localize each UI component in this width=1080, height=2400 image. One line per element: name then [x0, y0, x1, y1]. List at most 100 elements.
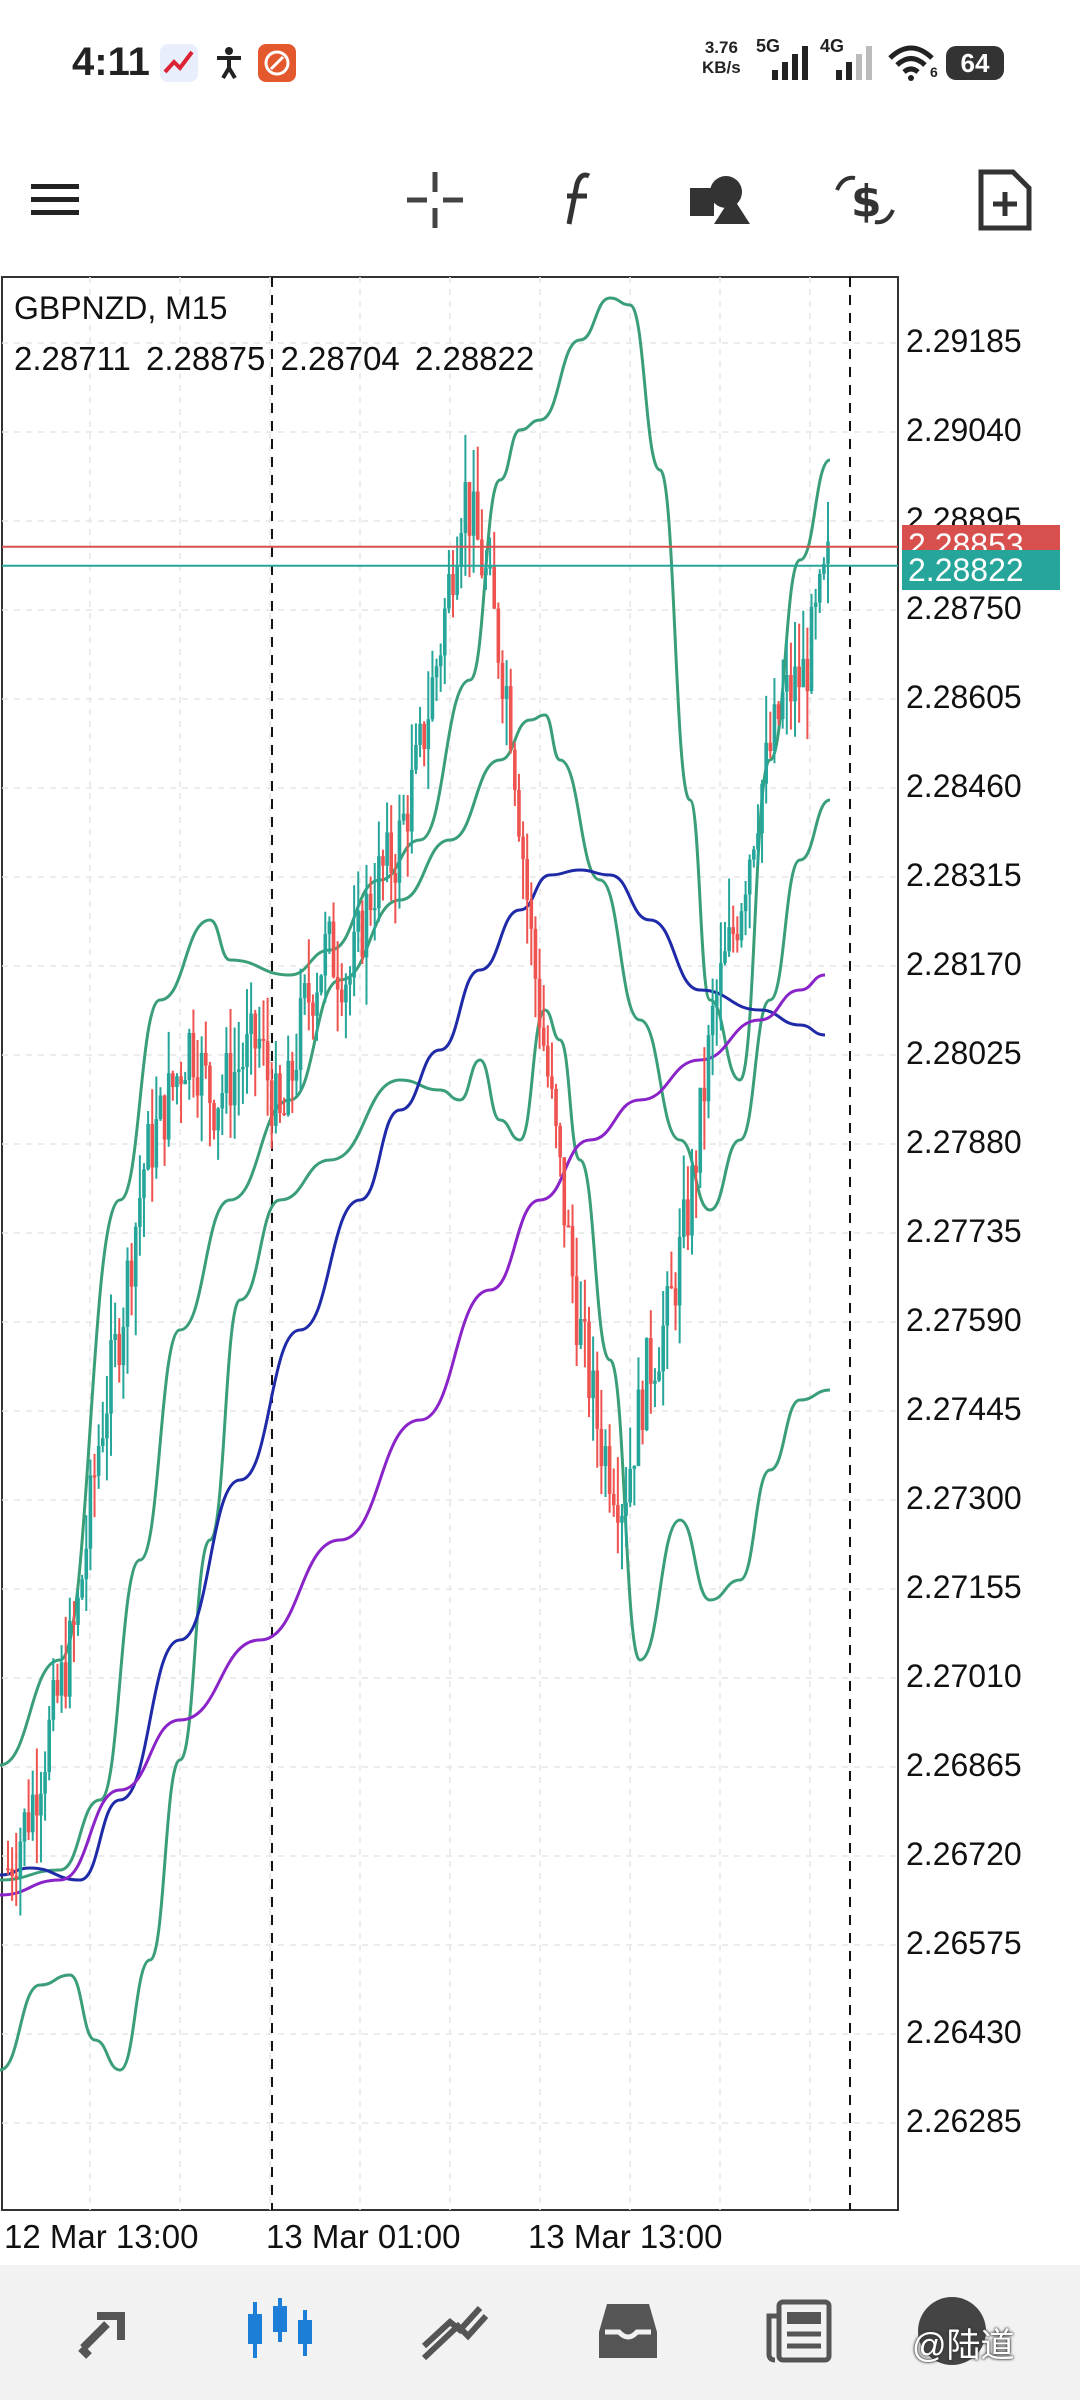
- dollar-exchange-icon[interactable]: $: [830, 170, 900, 230]
- news-icon[interactable]: [760, 2295, 840, 2367]
- candle-body: [739, 911, 744, 941]
- candle-body: [278, 1073, 282, 1114]
- price-axis-label: 2.26430: [906, 2014, 1022, 2050]
- candle-body: [644, 1338, 649, 1431]
- wifi-sub: 6: [930, 64, 938, 80]
- candle-body: [422, 723, 426, 750]
- candle-body: [570, 1226, 575, 1277]
- candle-body: [344, 984, 348, 1003]
- trade-icon[interactable]: [416, 2295, 496, 2367]
- candle-body: [587, 1321, 591, 1399]
- crosshair-icon[interactable]: [400, 170, 470, 230]
- candle-body: [146, 1123, 150, 1170]
- stock-app-icon: [160, 44, 198, 82]
- network-speed: 3.76 KB/s: [702, 38, 741, 78]
- candle-body: [6, 1868, 10, 1871]
- accessibility-icon: [210, 44, 248, 82]
- candle-body: [84, 1548, 89, 1580]
- candle-body: [286, 1060, 291, 1115]
- quotes-icon[interactable]: [70, 2295, 150, 2367]
- candle-body: [434, 666, 439, 678]
- candle-body: [426, 719, 431, 750]
- candle-body: [797, 666, 801, 688]
- price-axis-label: 2.28605: [906, 679, 1022, 715]
- candle-body: [500, 662, 505, 699]
- candle-body: [661, 1325, 665, 1372]
- candle-body: [595, 1370, 600, 1429]
- candle-body: [513, 749, 517, 790]
- ohlc-low: 2.28704: [280, 340, 400, 377]
- signal-icon: [836, 46, 872, 80]
- candle-body: [817, 573, 822, 603]
- price-axis-label: 2.26575: [906, 1925, 1022, 1961]
- candle-body: [467, 482, 472, 536]
- candle-body: [714, 993, 719, 1006]
- candle-body: [488, 566, 492, 569]
- net-speed-unit: KB/s: [702, 58, 741, 77]
- candle-body: [183, 1079, 187, 1085]
- price-axis-label: 2.29185: [906, 323, 1022, 359]
- candle-body: [339, 989, 344, 1003]
- candle-body: [525, 859, 529, 900]
- ohlc-values: 2.28711 2.28875 2.28704 2.28822: [14, 340, 540, 378]
- candle-body: [302, 983, 307, 999]
- candle-body: [690, 1165, 694, 1236]
- candle-body: [603, 1446, 608, 1467]
- candle-body: [545, 1045, 550, 1077]
- candle-body: [269, 1080, 274, 1126]
- candle-body: [463, 482, 468, 533]
- candle-body: [331, 921, 336, 977]
- function-icon[interactable]: [545, 170, 615, 230]
- candle-body: [624, 1502, 628, 1516]
- candle-body: [203, 1052, 208, 1066]
- candle-body: [162, 1095, 167, 1140]
- candle-body: [216, 1108, 220, 1131]
- candle-body: [784, 674, 789, 692]
- shapes-icon[interactable]: [685, 170, 755, 230]
- candle-body: [480, 539, 484, 576]
- candle-body: [529, 899, 534, 929]
- candle-body: [228, 1053, 233, 1106]
- candle-body: [719, 963, 723, 994]
- candle-body: [171, 1073, 175, 1087]
- signal-icon: [772, 46, 808, 80]
- candle-body: [455, 566, 459, 595]
- profile-icon[interactable]: [912, 2295, 992, 2367]
- candle-body: [665, 1286, 670, 1326]
- candle-body: [290, 1060, 295, 1081]
- candle-body: [723, 951, 727, 964]
- candle-body: [574, 1276, 579, 1345]
- candle-body: [776, 704, 781, 720]
- candle-body: [241, 1066, 245, 1070]
- candle-body: [282, 1113, 286, 1116]
- candle-body: [199, 1052, 204, 1096]
- candle-body: [315, 992, 319, 1016]
- candle-body: [401, 813, 406, 821]
- candle-body: [360, 910, 365, 958]
- candle-body: [245, 1034, 249, 1067]
- candle-body: [14, 1876, 19, 1879]
- candle-body: [430, 677, 435, 720]
- candle-body: [653, 1380, 657, 1384]
- candle-body: [735, 933, 740, 941]
- candle-body: [681, 1199, 686, 1237]
- candle-body: [253, 1013, 258, 1049]
- candle-body: [698, 1087, 703, 1173]
- add-document-icon[interactable]: [970, 169, 1040, 231]
- charts-icon[interactable]: [240, 2295, 320, 2367]
- chart-canvas[interactable]: [0, 275, 1080, 2215]
- candle-body: [212, 1103, 216, 1131]
- candle-body: [620, 1515, 624, 1523]
- history-icon[interactable]: [588, 2295, 668, 2367]
- candle-body: [636, 1389, 641, 1466]
- price-chart[interactable]: [0, 275, 1080, 2215]
- sim1-label: 5G: [756, 36, 781, 56]
- candle-body: [129, 1260, 134, 1287]
- candle-body: [68, 1620, 72, 1697]
- hamburger-menu-icon[interactable]: [20, 170, 90, 230]
- candle-body: [607, 1446, 612, 1494]
- candle-body: [88, 1475, 93, 1549]
- candle-body: [521, 836, 525, 860]
- candle-body: [232, 1071, 237, 1106]
- candle-body: [578, 1318, 583, 1345]
